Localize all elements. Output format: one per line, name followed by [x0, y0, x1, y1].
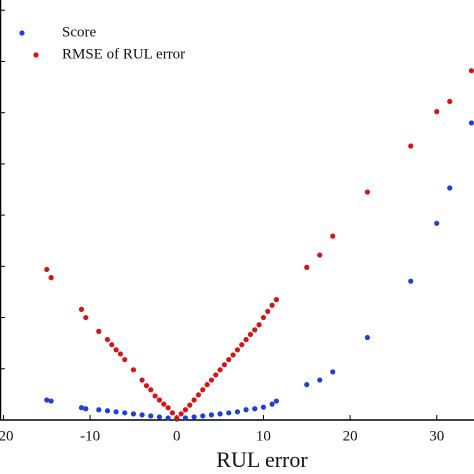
point — [330, 233, 336, 239]
point — [208, 377, 215, 383]
point — [83, 314, 89, 321]
legend-label: Score — [62, 24, 96, 40]
point — [139, 377, 145, 383]
point — [273, 297, 280, 303]
point — [83, 406, 89, 412]
point — [234, 409, 241, 415]
point — [156, 414, 163, 420]
point — [252, 327, 258, 333]
point — [304, 264, 310, 270]
point — [96, 407, 102, 413]
point — [182, 407, 189, 413]
point — [122, 410, 128, 416]
point — [113, 409, 119, 415]
point — [434, 220, 440, 226]
x-tick-label: 10 — [256, 428, 271, 444]
point — [104, 408, 111, 414]
point — [234, 347, 241, 353]
point — [117, 351, 124, 357]
point — [195, 392, 202, 398]
point — [217, 367, 223, 373]
point — [317, 252, 323, 258]
point — [104, 336, 111, 343]
point — [48, 398, 54, 404]
point — [260, 404, 267, 410]
point — [148, 413, 154, 419]
point — [247, 331, 254, 338]
x-tick-label: 0 — [173, 428, 181, 444]
point — [182, 415, 189, 421]
point — [273, 398, 280, 404]
point — [226, 356, 232, 363]
legend-marker — [33, 52, 39, 58]
point — [468, 120, 474, 126]
point — [200, 387, 206, 393]
point — [408, 278, 414, 284]
point — [256, 322, 262, 328]
point — [260, 314, 267, 321]
point — [113, 347, 119, 353]
point — [434, 109, 440, 115]
x-tick-label: 20 — [343, 428, 358, 444]
point — [191, 397, 197, 403]
point — [161, 401, 167, 407]
x-tick-label: -20 — [0, 428, 13, 444]
point — [96, 328, 102, 334]
point — [44, 397, 50, 403]
point — [178, 411, 184, 417]
point — [78, 405, 85, 411]
point — [130, 367, 137, 373]
point — [187, 402, 193, 408]
point — [204, 382, 210, 388]
point — [44, 266, 50, 273]
point — [109, 342, 115, 348]
point — [364, 334, 371, 341]
point — [226, 410, 232, 416]
point — [239, 342, 245, 348]
point — [169, 410, 176, 416]
legend-label: RMSE of RUL error — [62, 46, 185, 62]
point — [200, 413, 206, 419]
point — [269, 302, 275, 308]
point — [217, 411, 223, 417]
point — [243, 336, 249, 343]
point — [230, 352, 236, 358]
point — [143, 383, 150, 389]
point — [330, 369, 336, 375]
point — [152, 393, 158, 399]
point — [468, 68, 474, 74]
point — [78, 306, 85, 312]
point — [265, 308, 271, 315]
point — [130, 411, 137, 417]
point — [447, 98, 453, 105]
point — [408, 143, 414, 149]
point — [165, 415, 171, 421]
point — [139, 412, 145, 418]
point — [165, 405, 171, 411]
point — [191, 414, 197, 420]
x-axis-label: RUL error — [216, 447, 308, 472]
point — [48, 275, 54, 281]
point — [304, 382, 310, 388]
point — [213, 372, 219, 378]
point — [148, 387, 154, 393]
point — [317, 377, 323, 383]
legend-marker — [19, 30, 25, 36]
point — [269, 401, 275, 407]
point — [156, 397, 163, 403]
point — [221, 362, 228, 368]
point — [122, 356, 128, 363]
point — [174, 415, 180, 421]
point — [447, 185, 453, 191]
point — [208, 412, 215, 418]
point — [243, 407, 249, 413]
point — [252, 406, 258, 412]
point — [364, 189, 371, 195]
x-tick-label: -10 — [80, 428, 100, 444]
x-tick-label: 30 — [429, 428, 444, 444]
